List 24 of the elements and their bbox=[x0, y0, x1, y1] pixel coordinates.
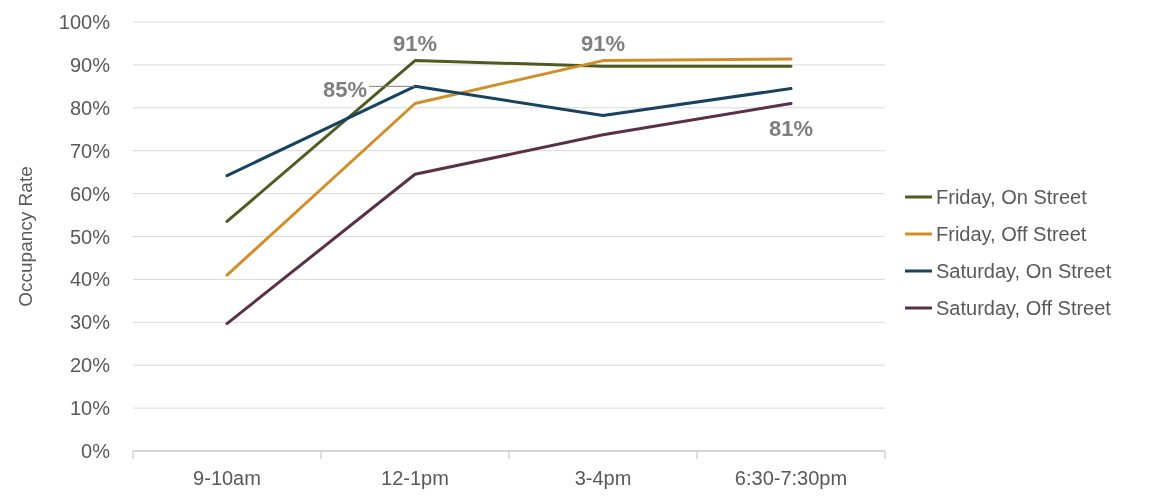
y-tick-label: 10% bbox=[69, 397, 111, 420]
y-tick-label: 30% bbox=[69, 311, 111, 334]
y-tick-label: 90% bbox=[69, 53, 111, 76]
x-tick-label: 9-10am bbox=[193, 467, 261, 489]
data-label: 85% bbox=[322, 77, 367, 103]
y-axis-title: Occupancy Rate bbox=[15, 166, 36, 307]
x-tick-label: 6:30-7:30pm bbox=[734, 467, 848, 489]
y-tick-label: 60% bbox=[69, 182, 111, 205]
legend-label: Friday, Off Street bbox=[936, 223, 1087, 245]
legend-label: Saturday, Off Street bbox=[936, 297, 1112, 319]
data-label: 91% bbox=[392, 30, 438, 56]
y-tick-label: 50% bbox=[69, 225, 111, 248]
y-tick-label: 100% bbox=[58, 11, 111, 33]
legend-label: Friday, On Street bbox=[936, 186, 1088, 208]
y-tick-label: 0% bbox=[81, 440, 111, 462]
legend-label: Saturday, On Street bbox=[936, 260, 1112, 282]
x-tick-label: 3-4pm bbox=[574, 467, 632, 489]
y-tick-label: 40% bbox=[69, 268, 111, 291]
x-tick-label: 12-1pm bbox=[381, 467, 449, 489]
data-label: 81% bbox=[768, 115, 814, 141]
y-tick-label: 70% bbox=[69, 139, 111, 162]
data-label: 91% bbox=[580, 30, 626, 56]
y-tick-label: 80% bbox=[69, 96, 111, 119]
y-tick-label: 20% bbox=[69, 354, 111, 377]
